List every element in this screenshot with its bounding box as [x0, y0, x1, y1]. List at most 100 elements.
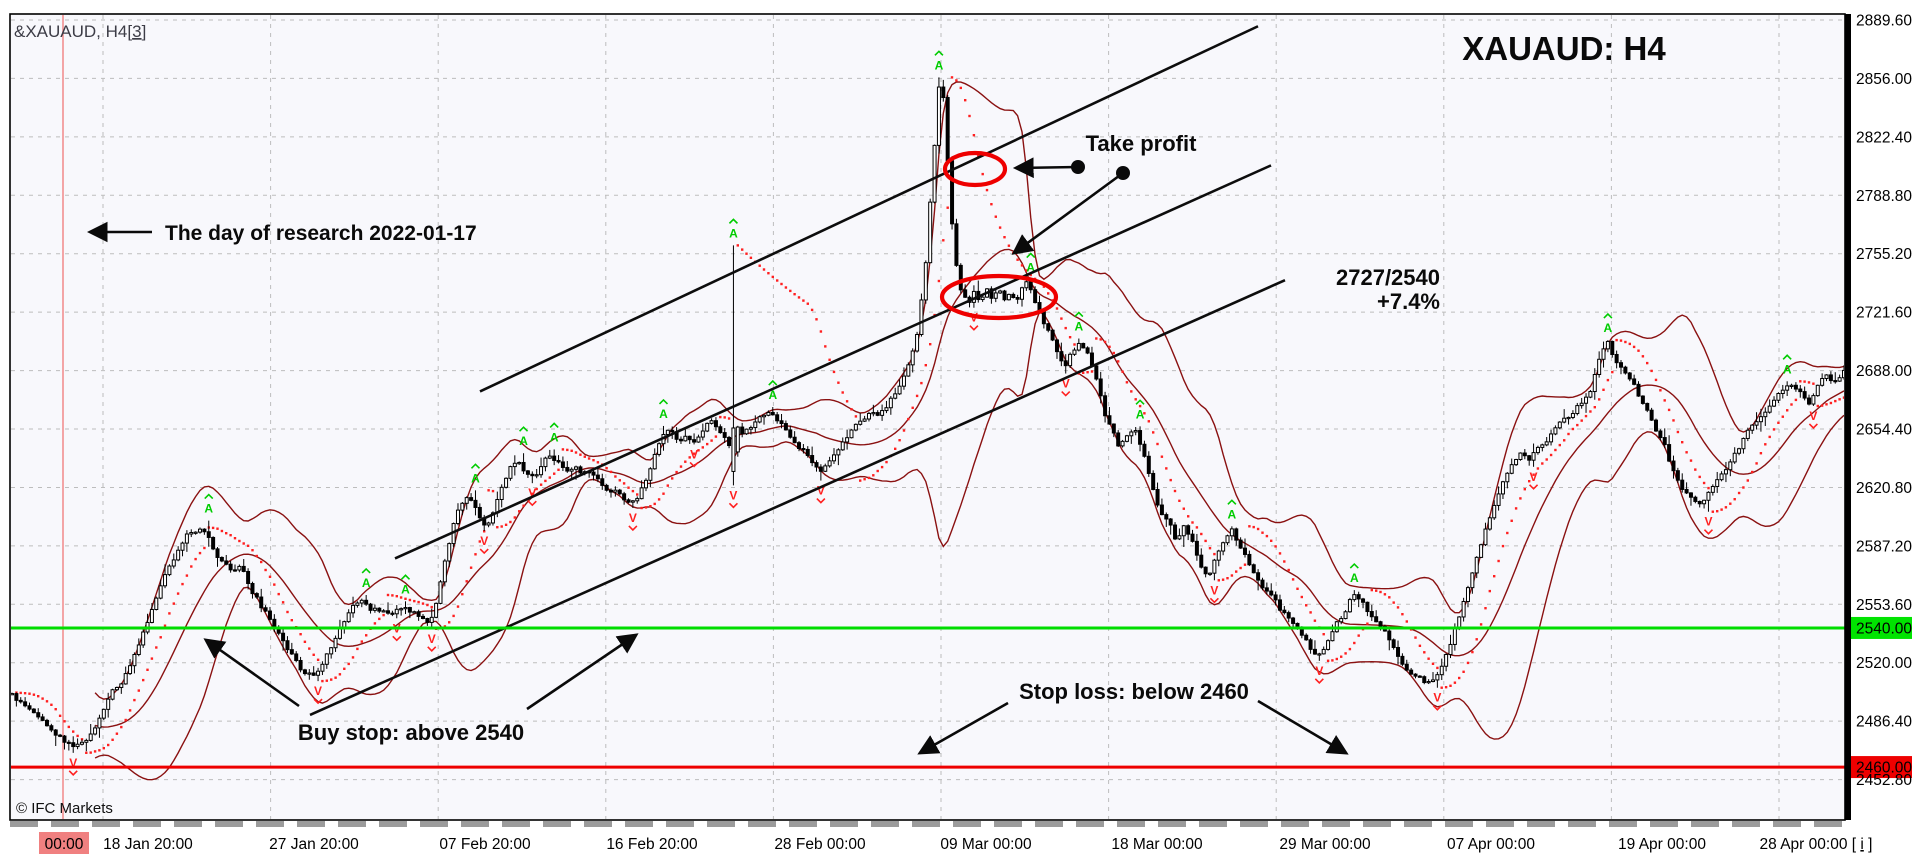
- svg-text:A: A: [519, 434, 528, 448]
- fractal-down-marker: V: [1209, 583, 1219, 604]
- y-tick-label: 2788.80: [1856, 188, 1912, 205]
- x-tick-label: 00:00: [45, 836, 84, 853]
- y-tick-label: 2486.40: [1856, 714, 1912, 731]
- x-tick-label: 09 Mar 00:00: [940, 836, 1032, 853]
- highlight-ellipse: [942, 150, 1008, 188]
- x-tick-label: 27 Jan 20:00: [269, 836, 359, 853]
- fractal-down-marker: V: [313, 684, 323, 705]
- fractal-up-marker: A: [1782, 354, 1792, 376]
- x-tick-label[interactable]: 28 Apr 00:00 [ i ]: [1760, 836, 1873, 853]
- instrument-label[interactable]: &XAUAUD, H4[3]: [14, 22, 146, 41]
- annotation-arrow: [203, 638, 300, 708]
- svg-text:V: V: [1210, 583, 1218, 597]
- trade-percent-annotation: +7.4%: [1377, 289, 1440, 314]
- fractal-down-marker: V: [479, 534, 489, 555]
- y-tick-label: 2452.80: [1856, 772, 1912, 789]
- y-tick-label: 2755.20: [1856, 246, 1912, 263]
- fractal-up-marker: A: [1349, 562, 1359, 585]
- fractal-down-marker: V: [816, 484, 826, 504]
- info-link[interactable]: i: [1860, 836, 1863, 853]
- y-tick-label: 2688.00: [1856, 363, 1912, 380]
- x-tick-label: 28 Feb 00:00: [774, 836, 866, 853]
- fractal-down-marker: V: [628, 511, 638, 532]
- y-tick-label: 2654.40: [1856, 422, 1912, 439]
- arrow-origin-dot: [1071, 160, 1085, 174]
- y-tick-label: 2822.40: [1856, 129, 1912, 146]
- fractal-markers: VAVAVAVAVAVAVAVAVAVAVAVAAVAVAVVAVAV: [68, 50, 1818, 776]
- svg-text:V: V: [1704, 515, 1712, 529]
- fractal-down-marker: V: [1314, 664, 1324, 684]
- y-axis[interactable]: 2889.60 2856.00 2822.40 2788.80 2755.20 2721.…: [1856, 13, 1912, 790]
- buy-stop-level-axis-label-bg: [1851, 616, 1912, 639]
- svg-text:A: A: [935, 58, 944, 72]
- svg-text:V: V: [1530, 470, 1538, 484]
- svg-text:V: V: [817, 484, 825, 498]
- fractal-down-marker: V: [1703, 515, 1714, 535]
- y-tick-label: 2889.60: [1856, 13, 1912, 30]
- chart-canvas[interactable]: [10, 14, 1845, 820]
- svg-text:V: V: [314, 684, 322, 698]
- x-tick-label: 18 Jan 20:00: [103, 836, 193, 853]
- y-tick-label: 2587.20: [1856, 538, 1912, 555]
- svg-text:A: A: [471, 471, 480, 485]
- svg-text:A: A: [1136, 407, 1145, 421]
- x-tick-label: 07 Feb 20:00: [439, 836, 531, 853]
- trade-ratio-annotation: 2727/2540: [1336, 265, 1440, 290]
- svg-text:A: A: [1350, 571, 1359, 585]
- x-tick-label: 18 Mar 00:00: [1111, 836, 1203, 853]
- research-day-annotation: The day of research 2022-01-17: [165, 222, 477, 245]
- svg-text:A: A: [550, 430, 559, 444]
- buy-stop-annotation: Buy stop: above 2540: [298, 720, 524, 745]
- bollinger-bands: [94, 81, 1844, 781]
- svg-text:A: A: [204, 502, 213, 516]
- fractal-down-marker: V: [68, 756, 78, 776]
- svg-text:V: V: [1433, 691, 1441, 705]
- svg-text:A: A: [1026, 261, 1035, 275]
- price-axis-bar[interactable]: [1845, 14, 1851, 820]
- fractal-down-marker: V: [427, 632, 437, 652]
- fractal-up-marker: A: [400, 574, 410, 596]
- svg-text:V: V: [69, 756, 77, 770]
- bars-count-link[interactable]: 3: [132, 22, 141, 41]
- fractal-up-marker: A: [1603, 312, 1613, 335]
- fractal-down-marker: V: [1061, 377, 1071, 397]
- fractal-down-marker: V: [728, 488, 738, 509]
- annotation-arrow: [1011, 171, 1124, 255]
- svg-text:V: V: [690, 447, 698, 461]
- fractal-up-marker: A: [204, 493, 213, 516]
- research-time-highlight: [39, 832, 89, 854]
- annotation-arrow: [1257, 699, 1349, 755]
- annotation-arrow: [1012, 157, 1079, 179]
- buy-stop-level-axis-label: 2540.00: [1856, 620, 1912, 637]
- svg-text:A: A: [1783, 362, 1792, 376]
- y-tick-label: 2520.00: [1856, 655, 1912, 672]
- svg-text:A: A: [1075, 320, 1084, 334]
- y-tick-label: 2553.60: [1856, 597, 1912, 614]
- svg-text:V: V: [629, 511, 637, 525]
- x-tick-label: 29 Mar 00:00: [1279, 836, 1371, 853]
- stop-loss-level-axis-label-bg: [1851, 756, 1912, 779]
- trade-drawings: [86, 150, 1349, 755]
- svg-text:V: V: [1062, 377, 1070, 391]
- fractal-up-marker: A: [768, 379, 777, 402]
- fractal-up-marker: A: [549, 422, 559, 444]
- svg-text:A: A: [659, 407, 668, 421]
- fractal-down-marker: V: [1529, 470, 1539, 490]
- y-tick-label: 2721.60: [1856, 305, 1912, 322]
- candles: [11, 77, 1844, 753]
- x-tick-label: 16 Feb 20:00: [606, 836, 698, 853]
- x-axis[interactable]: 00:00 18 Jan 20:00 27 Jan 20:00 07 Feb 20:0…: [39, 832, 1872, 854]
- fractal-down-marker: V: [689, 447, 699, 468]
- svg-text:V: V: [480, 534, 488, 548]
- fractal-up-marker: A: [518, 426, 528, 448]
- fractal-up-marker: A: [361, 567, 371, 590]
- arrow-origin-dot: [1116, 166, 1130, 180]
- svg-text:A: A: [362, 576, 371, 590]
- x-tick-label: 07 Apr 00:00: [1447, 836, 1535, 853]
- parabolic-sar-dots: [15, 76, 1844, 754]
- x-tick-label: 19 Apr 00:00: [1618, 836, 1706, 853]
- fractal-up-marker: A: [728, 218, 738, 240]
- copyright-watermark: © IFC Markets: [16, 800, 113, 817]
- instrument-name: &XAUAUD, H4[: [14, 22, 132, 41]
